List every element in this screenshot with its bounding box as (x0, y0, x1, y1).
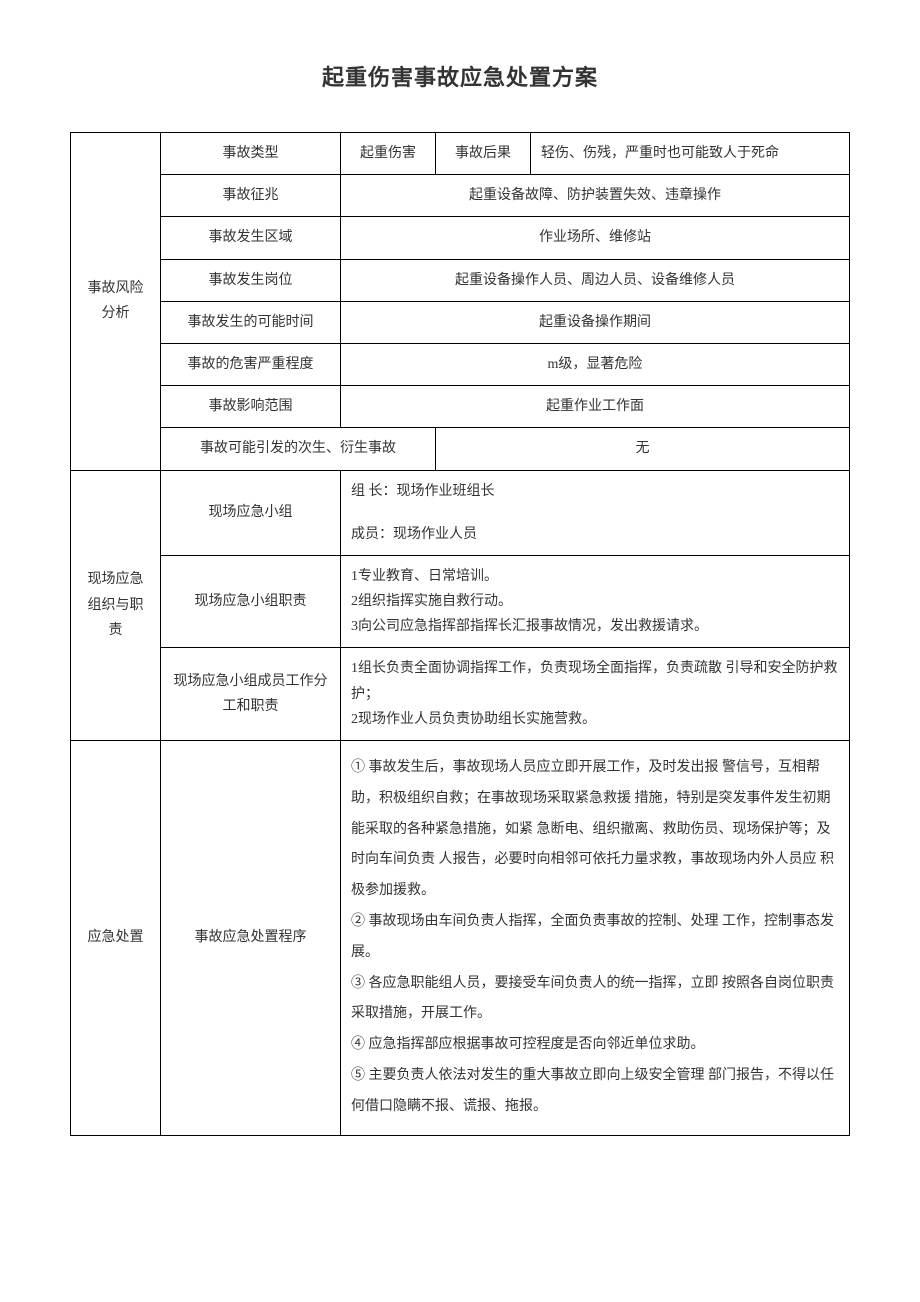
accident-severity-label: 事故的危害严重程度 (161, 343, 341, 385)
member-duty-value: 1组长负责全面协调指挥工作，负责现场全面指挥，负责疏散 引导和安全防护救护； 2… (341, 648, 850, 741)
secondary-accident-label: 事故可能引发的次生、衍生事故 (161, 428, 436, 470)
main-table: 事故风险 分析 事故类型 起重伤害 事故后果 轻伤、伤残，严重时也可能致人于死命… (70, 132, 850, 1136)
team-duty-label: 现场应急小组职责 (161, 555, 341, 648)
accident-area-label: 事故发生区域 (161, 217, 341, 259)
member-duty-label: 现场应急小组成员工作分工和职责 (161, 648, 341, 741)
duty-2: 2组织指挥实施自救行动。 (351, 589, 839, 614)
accident-result-value: 轻伤、伤残，严重时也可能致人于死命 (531, 133, 850, 175)
duty-3: 3向公司应急指挥部指挥长汇报事故情况，发出救援请求。 (351, 614, 839, 639)
accident-post-label: 事故发生岗位 (161, 259, 341, 301)
secondary-accident-value: 无 (436, 428, 850, 470)
procedure-2: ② 事故现场由车间负责人指挥，全面负责事故的控制、处理 工作，控制事态发展。 (351, 907, 839, 969)
duty-1: 1专业教育、日常培训。 (351, 564, 839, 589)
accident-sign-value: 起重设备故障、防护装置失效、违章操作 (341, 175, 850, 217)
emergency-team-value: 组 长：现场作业班组长 成员：现场作业人员 (341, 470, 850, 555)
team-member: 成员：现场作业人员 (351, 522, 839, 547)
accident-severity-value: m级，显著危险 (341, 343, 850, 385)
accident-result-label: 事故后果 (436, 133, 531, 175)
accident-time-label: 事故发生的可能时间 (161, 301, 341, 343)
document-title: 起重伤害事故应急处置方案 (70, 60, 850, 92)
member-duty-2: 2现场作业人员负责协助组长实施营救。 (351, 707, 839, 732)
procedure-5: ⑤ 主要负责人依法对发生的重大事故立即向上级安全管理 部门报告，不得以任何借口隐… (351, 1061, 839, 1123)
procedure-1: ① 事故发生后，事故现场人员应立即开展工作，及时发出报 警信号，互相帮助，积极组… (351, 753, 839, 907)
team-leader: 组 长：现场作业班组长 (351, 479, 839, 504)
risk-analysis-header: 事故风险 分析 (71, 133, 161, 471)
accident-area-value: 作业场所、维修站 (341, 217, 850, 259)
accident-post-value: 起重设备操作人员、周边人员、设备维修人员 (341, 259, 850, 301)
member-duty-1: 1组长负责全面协调指挥工作，负责现场全面指挥，负责疏散 引导和安全防护救护； (351, 656, 839, 706)
org-header: 现场应急组织与职责 (71, 470, 161, 741)
accident-type-value: 起重伤害 (341, 133, 436, 175)
procedure-3: ③ 各应急职能组人员，要接受车间负责人的统一指挥，立即 按照各自岗位职责采取措施… (351, 969, 839, 1031)
team-duty-value: 1专业教育、日常培训。 2组织指挥实施自救行动。 3向公司应急指挥部指挥长汇报事… (341, 555, 850, 648)
procedure-4: ④ 应急指挥部应根据事故可控程度是否向邻近单位求助。 (351, 1030, 839, 1061)
handle-header: 应急处置 (71, 741, 161, 1136)
accident-scope-label: 事故影响范围 (161, 386, 341, 428)
procedure-value: ① 事故发生后，事故现场人员应立即开展工作，及时发出报 警信号，互相帮助，积极组… (341, 741, 850, 1136)
accident-sign-label: 事故征兆 (161, 175, 341, 217)
accident-time-value: 起重设备操作期间 (341, 301, 850, 343)
emergency-team-label: 现场应急小组 (161, 470, 341, 555)
accident-scope-value: 起重作业工作面 (341, 386, 850, 428)
accident-type-label: 事故类型 (161, 133, 341, 175)
procedure-label: 事故应急处置程序 (161, 741, 341, 1136)
